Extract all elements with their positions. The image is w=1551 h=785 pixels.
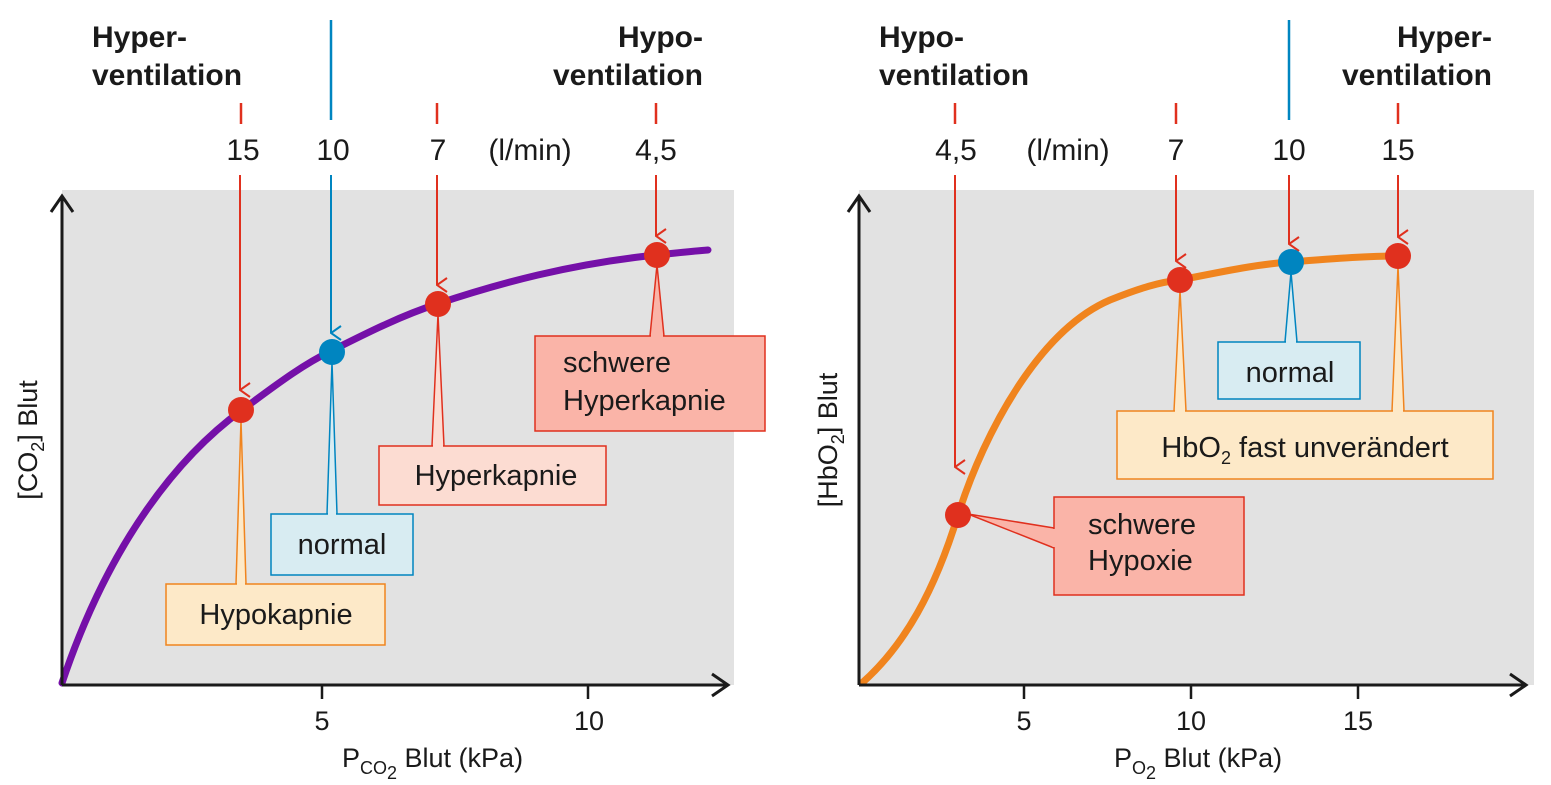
right-point-7 <box>1167 267 1193 293</box>
right-box-schwere-hypoxie <box>1053 496 1245 596</box>
right-xtick-label-5: 5 <box>1016 706 1031 736</box>
right-unit: (l/min) <box>1026 134 1109 167</box>
right-y-axis-label: [HbO2] Blut <box>813 372 848 507</box>
left-unit: (l/min) <box>488 134 571 167</box>
left-plot-area <box>62 190 734 685</box>
right-label-schwere-line1: schwere <box>1088 509 1196 541</box>
right-label-normal: normal <box>1246 357 1335 389</box>
left-ventilation-4-5: 4,5 <box>635 134 677 167</box>
left-point-schwere-hyperkapnie <box>644 242 670 268</box>
left-ventilation-7: 7 <box>430 134 447 167</box>
left-label-hyperkapnie: Hyperkapnie <box>415 460 578 492</box>
left-y-axis-label: [CO2] Blut <box>13 380 48 500</box>
left-box-normal <box>270 513 414 576</box>
right-ventilation-15: 15 <box>1381 134 1414 167</box>
right-label-schwere-line2: Hypoxie <box>1088 545 1193 577</box>
right-header-hypo-line1: Hypo- <box>879 21 964 54</box>
left-label-hypokapnie: Hypokapnie <box>199 599 352 631</box>
right-header-hyper-line1: Hyper- <box>1397 21 1492 54</box>
right-y-axis <box>846 193 872 685</box>
right-point-15 <box>1385 243 1411 269</box>
right-panel: Hypo- ventilation Hyper- ventilation 4,5… <box>813 20 1534 783</box>
right-point-schwere-hypoxie <box>945 502 971 528</box>
right-ventilation-7: 7 <box>1168 134 1185 167</box>
right-header-hypo-line2: ventilation <box>879 59 1029 92</box>
left-box-hypokapnie <box>165 583 386 646</box>
right-x-axis-label: PO2 Blut (kPa) <box>1114 743 1282 783</box>
right-point-normal <box>1278 249 1304 275</box>
left-ventilation-15: 15 <box>226 134 259 167</box>
right-header-hyper-line2: ventilation <box>1342 59 1492 92</box>
left-xtick-label-10: 10 <box>574 706 604 736</box>
right-box-fast-unveraendert <box>1116 410 1494 480</box>
left-x-axis <box>62 672 731 698</box>
left-header-hypo-line2: ventilation <box>553 59 703 92</box>
right-box-normal <box>1217 341 1361 400</box>
left-point-hypokapnie <box>228 397 254 423</box>
left-y-axis <box>49 193 75 685</box>
right-x-axis <box>859 672 1529 698</box>
left-panel: Hyper- ventilation Hypo- ventilation 15 … <box>13 20 766 783</box>
left-header-hyper-line1: Hyper- <box>92 21 187 54</box>
left-co2-curve <box>58 246 712 687</box>
right-ventilation-4-5: 4,5 <box>935 134 977 167</box>
right-ventilation-10: 10 <box>1272 134 1305 167</box>
left-header-hypo-line1: Hypo- <box>618 21 703 54</box>
left-ventilation-10: 10 <box>316 134 349 167</box>
left-x-axis-label: PCO2 Blut (kPa) <box>342 743 523 783</box>
right-xtick-label-15: 15 <box>1343 706 1373 736</box>
left-label-schwere-line2: Hyperkapnie <box>563 385 726 417</box>
left-box-schwere-hyperkapnie <box>534 335 766 432</box>
right-label-fast-unveraendert: HbO2 fast unverändert <box>1161 432 1448 468</box>
left-point-hyperkapnie <box>425 291 451 317</box>
right-xtick-label-10: 10 <box>1176 706 1206 736</box>
left-label-schwere-line1: schwere <box>563 347 671 379</box>
left-header-hyper-line2: ventilation <box>92 59 242 92</box>
left-xtick-label-5: 5 <box>314 706 329 736</box>
left-box-hyperkapnie <box>378 445 607 506</box>
left-point-normal <box>319 339 345 365</box>
left-label-normal: normal <box>298 529 387 561</box>
